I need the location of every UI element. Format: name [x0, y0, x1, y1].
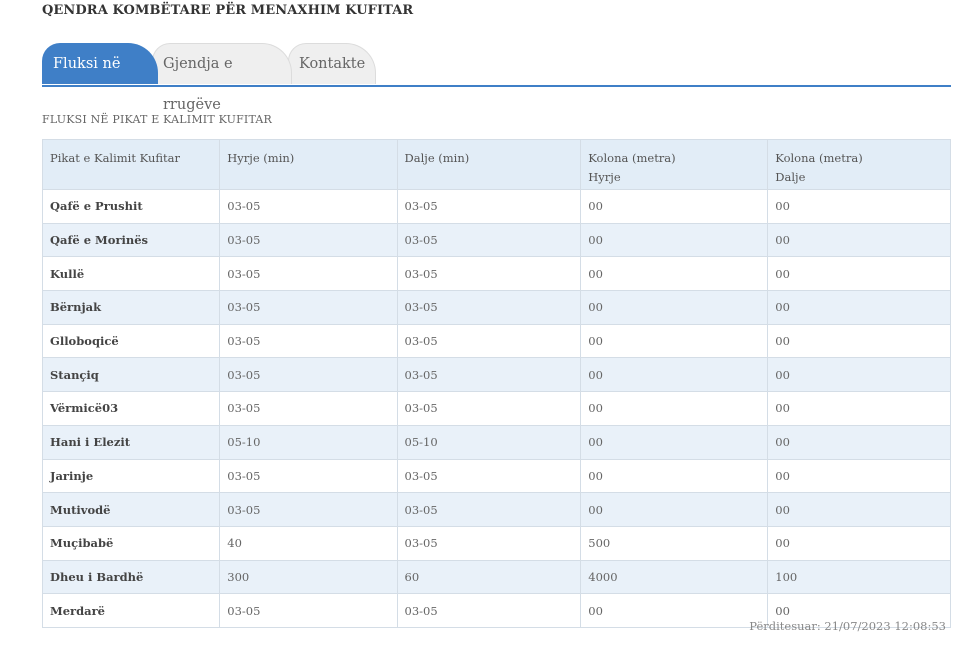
cell-exit-min: 03-05: [396, 290, 582, 325]
table-row: Jarinje 03-05 03-05 00 00: [41, 458, 951, 494]
header-label: Dalje (min): [404, 151, 470, 165]
cell-entry-min: 03-05: [219, 290, 398, 325]
cell-queue-exit: 00: [767, 189, 951, 224]
table-row: Qafë e Morinës 03-05 03-05 00 00: [41, 222, 951, 258]
cell-border-point: Mutivodë: [41, 492, 221, 527]
cell-queue-entry: 500: [580, 525, 769, 561]
table-row: Bërnjak 03-05 03-05 00 00: [41, 290, 951, 325]
cell-border-point: Bërnjak: [41, 290, 221, 325]
header-entry-min: Hyrje (min): [219, 139, 398, 190]
last-updated-timestamp: Përditesuar: 21/07/2023 12:08:53: [749, 619, 946, 633]
cell-entry-min: 03-05: [219, 357, 398, 393]
cell-queue-entry: 00: [580, 290, 769, 325]
cell-queue-exit: 100: [767, 559, 951, 595]
cell-entry-min: 40: [219, 525, 398, 561]
cell-exit-min: 03-05: [396, 593, 582, 628]
cell-queue-entry: 00: [580, 357, 769, 393]
cell-entry-min: 300: [219, 559, 398, 595]
cell-exit-min: 03-05: [396, 492, 582, 527]
cell-queue-exit: 00: [767, 424, 951, 460]
cell-queue-entry: 00: [580, 222, 769, 258]
site-title: QENDRA KOMBËTARE PËR MENAXHIM KUFITAR: [42, 3, 414, 18]
cell-exit-min: 03-05: [396, 525, 582, 561]
cell-entry-min: 03-05: [219, 323, 398, 359]
header-label: Kolona (metra): [775, 151, 863, 165]
cell-queue-entry: 4000: [580, 559, 769, 595]
header-queue-exit: Kolona (metra) Dalje: [767, 139, 951, 190]
cell-entry-min: 03-05: [219, 391, 398, 426]
cell-queue-entry: 00: [580, 424, 769, 460]
cell-queue-exit: 00: [767, 290, 951, 325]
cell-queue-entry: 00: [580, 323, 769, 359]
cell-border-point: Qafë e Prushit: [41, 189, 221, 224]
cell-exit-min: 03-05: [396, 256, 582, 292]
table-row: Mutivodë 03-05 03-05 00 00: [41, 492, 951, 527]
cell-queue-entry: 00: [580, 391, 769, 426]
cell-queue-exit: 00: [767, 222, 951, 258]
tab-kontakte[interactable]: Kontakte: [288, 43, 376, 84]
cell-queue-exit: 00: [767, 357, 951, 393]
table-row: Merdarë 03-05 03-05 00 00: [41, 593, 951, 628]
cell-queue-entry: 00: [580, 189, 769, 224]
cell-queue-exit: 00: [767, 391, 951, 426]
cell-queue-exit: 00: [767, 525, 951, 561]
tab-bar: Fluksi në kufi Gjendja e rrugëve Kontakt…: [42, 43, 951, 113]
header-label: Hyrje (min): [227, 151, 295, 165]
cell-exit-min: 03-05: [396, 323, 582, 359]
cell-queue-entry: 00: [580, 593, 769, 628]
header-exit-min: Dalje (min): [396, 139, 582, 190]
table-row: Qafë e Prushit 03-05 03-05 00 00: [41, 189, 951, 224]
header-border-point: Pikat e Kalimit Kufitar: [41, 139, 221, 190]
table-row: Stançiq 03-05 03-05 00 00: [41, 357, 951, 393]
section-title: FLUKSI NË PIKAT E KALIMIT KUFITAR: [42, 113, 273, 126]
cell-border-point: Glloboqicë: [41, 323, 221, 359]
header-queue-entry: Kolona (metra) Hyrje: [580, 139, 769, 190]
cell-border-point: Kullë: [41, 256, 221, 292]
cell-entry-min: 03-05: [219, 492, 398, 527]
cell-border-point: Dheu i Bardhë: [41, 559, 221, 595]
cell-entry-min: 05-10: [219, 424, 398, 460]
cell-queue-entry: 00: [580, 458, 769, 494]
cell-exit-min: 03-05: [396, 357, 582, 393]
cell-border-point: Muçibabë: [41, 525, 221, 561]
cell-exit-min: 03-05: [396, 222, 582, 258]
cell-exit-min: 05-10: [396, 424, 582, 460]
cell-queue-entry: 00: [580, 492, 769, 527]
header-sublabel: Dalje: [775, 170, 806, 184]
header-label: Kolona (metra): [588, 151, 676, 165]
table-row: Muçibabë 40 03-05 500 00: [41, 525, 951, 561]
cell-border-point: Qafë e Morinës: [41, 222, 221, 258]
table-row: Dheu i Bardhë 300 60 4000 100: [41, 559, 951, 595]
cell-border-point: Hani i Elezit: [41, 424, 221, 460]
table-header-row: Pikat e Kalimit Kufitar Hyrje (min) Dalj…: [41, 139, 951, 190]
cell-exit-min: 03-05: [396, 458, 582, 494]
cell-queue-entry: 00: [580, 256, 769, 292]
cell-queue-exit: 00: [767, 593, 951, 628]
table-row: Glloboqicë 03-05 03-05 00 00: [41, 323, 951, 359]
cell-queue-exit: 00: [767, 458, 951, 494]
cell-border-point: Stançiq: [41, 357, 221, 393]
cell-queue-exit: 00: [767, 256, 951, 292]
table-row: Vërmicë03 03-05 03-05 00 00: [41, 391, 951, 426]
header-sublabel: Hyrje: [588, 170, 621, 184]
cell-border-point: Vërmicë03: [41, 391, 221, 426]
table-row: Kullë 03-05 03-05 00 00: [41, 256, 951, 292]
cell-entry-min: 03-05: [219, 222, 398, 258]
tab-fluksi-ne-kufi[interactable]: Fluksi në kufi: [42, 43, 158, 113]
border-flux-table: Pikat e Kalimit Kufitar Hyrje (min) Dalj…: [41, 139, 951, 628]
cell-entry-min: 03-05: [219, 593, 398, 628]
cell-border-point: Merdarë: [41, 593, 221, 628]
table-row: Hani i Elezit 05-10 05-10 00 00: [41, 424, 951, 460]
cell-entry-min: 03-05: [219, 189, 398, 224]
cell-exit-min: 60: [396, 559, 582, 595]
cell-queue-exit: 00: [767, 492, 951, 527]
cell-entry-min: 03-05: [219, 458, 398, 494]
cell-entry-min: 03-05: [219, 256, 398, 292]
header-label: Pikat e Kalimit Kufitar: [50, 151, 181, 165]
cell-queue-exit: 00: [767, 323, 951, 359]
tab-gjendja-e-rrugeve[interactable]: Gjendja e rrugëve: [152, 43, 292, 113]
cell-border-point: Jarinje: [41, 458, 221, 494]
cell-exit-min: 03-05: [396, 189, 582, 224]
cell-exit-min: 03-05: [396, 391, 582, 426]
